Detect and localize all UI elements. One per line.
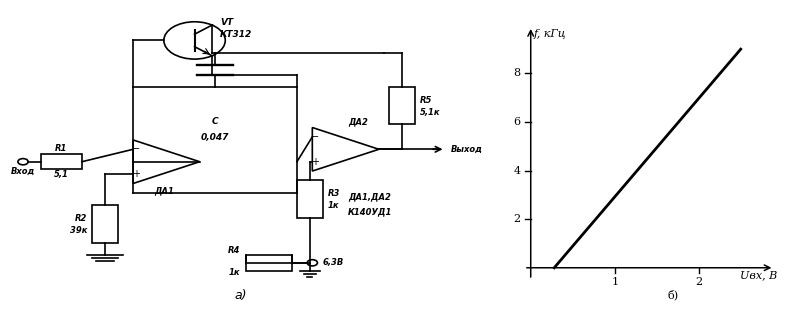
Text: VT: VT bbox=[220, 18, 234, 27]
Text: 6,3В: 6,3В bbox=[322, 258, 344, 267]
Text: R2: R2 bbox=[74, 214, 87, 223]
Text: +: + bbox=[132, 169, 140, 179]
Text: ДА1: ДА1 bbox=[154, 186, 174, 195]
Text: Вход: Вход bbox=[11, 167, 35, 176]
Text: 0,047: 0,047 bbox=[201, 133, 230, 142]
Bar bbox=[297, 180, 322, 218]
Text: 5,1: 5,1 bbox=[54, 170, 69, 179]
Text: 1: 1 bbox=[611, 277, 618, 287]
Text: R5: R5 bbox=[420, 95, 432, 104]
Text: КТ312: КТ312 bbox=[220, 30, 253, 39]
Text: −: − bbox=[311, 132, 319, 142]
Text: R1: R1 bbox=[55, 144, 68, 153]
Text: 8: 8 bbox=[514, 68, 521, 78]
Text: 1к: 1к bbox=[328, 201, 339, 210]
Text: 2: 2 bbox=[695, 277, 702, 287]
Text: 2: 2 bbox=[514, 214, 521, 224]
Text: 5,1к: 5,1к bbox=[420, 108, 440, 117]
Text: +: + bbox=[311, 157, 319, 167]
Text: Выход: Выход bbox=[450, 145, 482, 154]
Text: 39к: 39к bbox=[70, 226, 87, 235]
Text: б): б) bbox=[668, 290, 679, 300]
Text: Uвх, В: Uвх, В bbox=[739, 270, 777, 280]
Bar bbox=[389, 87, 414, 124]
Text: 4: 4 bbox=[514, 165, 521, 176]
Bar bbox=[92, 205, 118, 243]
Text: f, кГц: f, кГц bbox=[534, 29, 566, 39]
Bar bbox=[246, 255, 292, 271]
Text: К140УД1: К140УД1 bbox=[348, 207, 393, 216]
Text: C: C bbox=[212, 117, 218, 126]
Text: R4: R4 bbox=[228, 246, 241, 255]
Text: ДА2: ДА2 bbox=[349, 117, 368, 126]
Text: R3: R3 bbox=[328, 189, 340, 198]
Text: ДА1,ДА2: ДА1,ДА2 bbox=[348, 192, 391, 201]
Text: −: − bbox=[132, 144, 140, 154]
Text: 1к: 1к bbox=[229, 268, 241, 277]
Text: а): а) bbox=[234, 289, 247, 302]
Text: 6: 6 bbox=[514, 117, 521, 127]
Bar bbox=[41, 154, 82, 169]
